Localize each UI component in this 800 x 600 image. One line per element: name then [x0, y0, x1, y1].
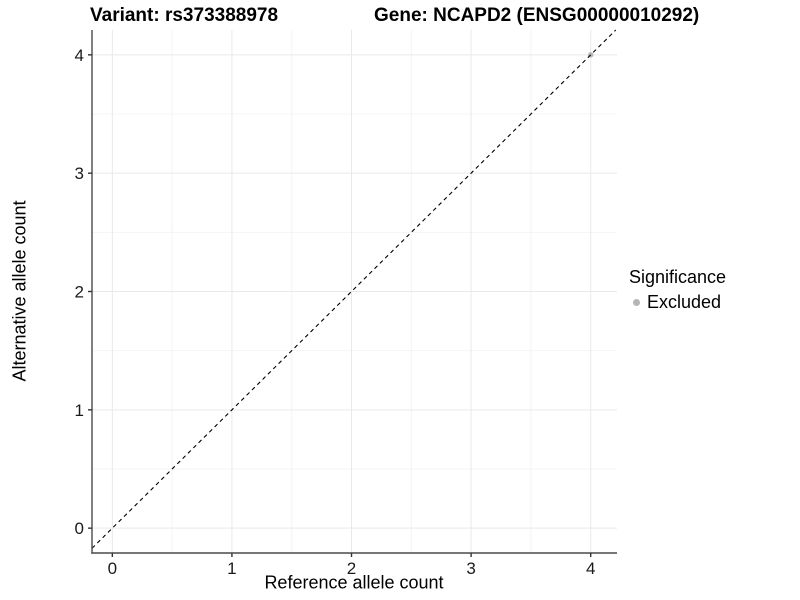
x-tick-label: 1	[227, 559, 236, 578]
plot-title-gene: Gene: NCAPD2 (ENSG00000010292)	[374, 5, 700, 26]
x-tick-label: 3	[466, 559, 475, 578]
legend: Significance Excluded	[629, 267, 726, 313]
legend-item-excluded: Excluded	[629, 292, 726, 313]
y-tick-label: 0	[75, 519, 84, 538]
y-axis-title: Alternative allele count	[9, 200, 30, 382]
plot-title-variant: Variant: rs373388978	[90, 5, 279, 26]
legend-item-label: Excluded	[647, 292, 722, 312]
x-tick-label: 4	[586, 559, 595, 578]
x-tick-label: 2	[347, 559, 356, 578]
x-axis-title: Reference allele count	[264, 572, 444, 593]
y-tick-label: 4	[75, 46, 84, 65]
y-tick-label: 1	[75, 401, 84, 420]
legend-point-icon	[633, 299, 640, 306]
x-tick-label: 0	[108, 559, 117, 578]
y-tick-label: 3	[75, 164, 84, 183]
y-tick-label: 2	[75, 283, 84, 302]
legend-title: Significance	[629, 267, 727, 287]
identity-line	[91, 29, 617, 549]
